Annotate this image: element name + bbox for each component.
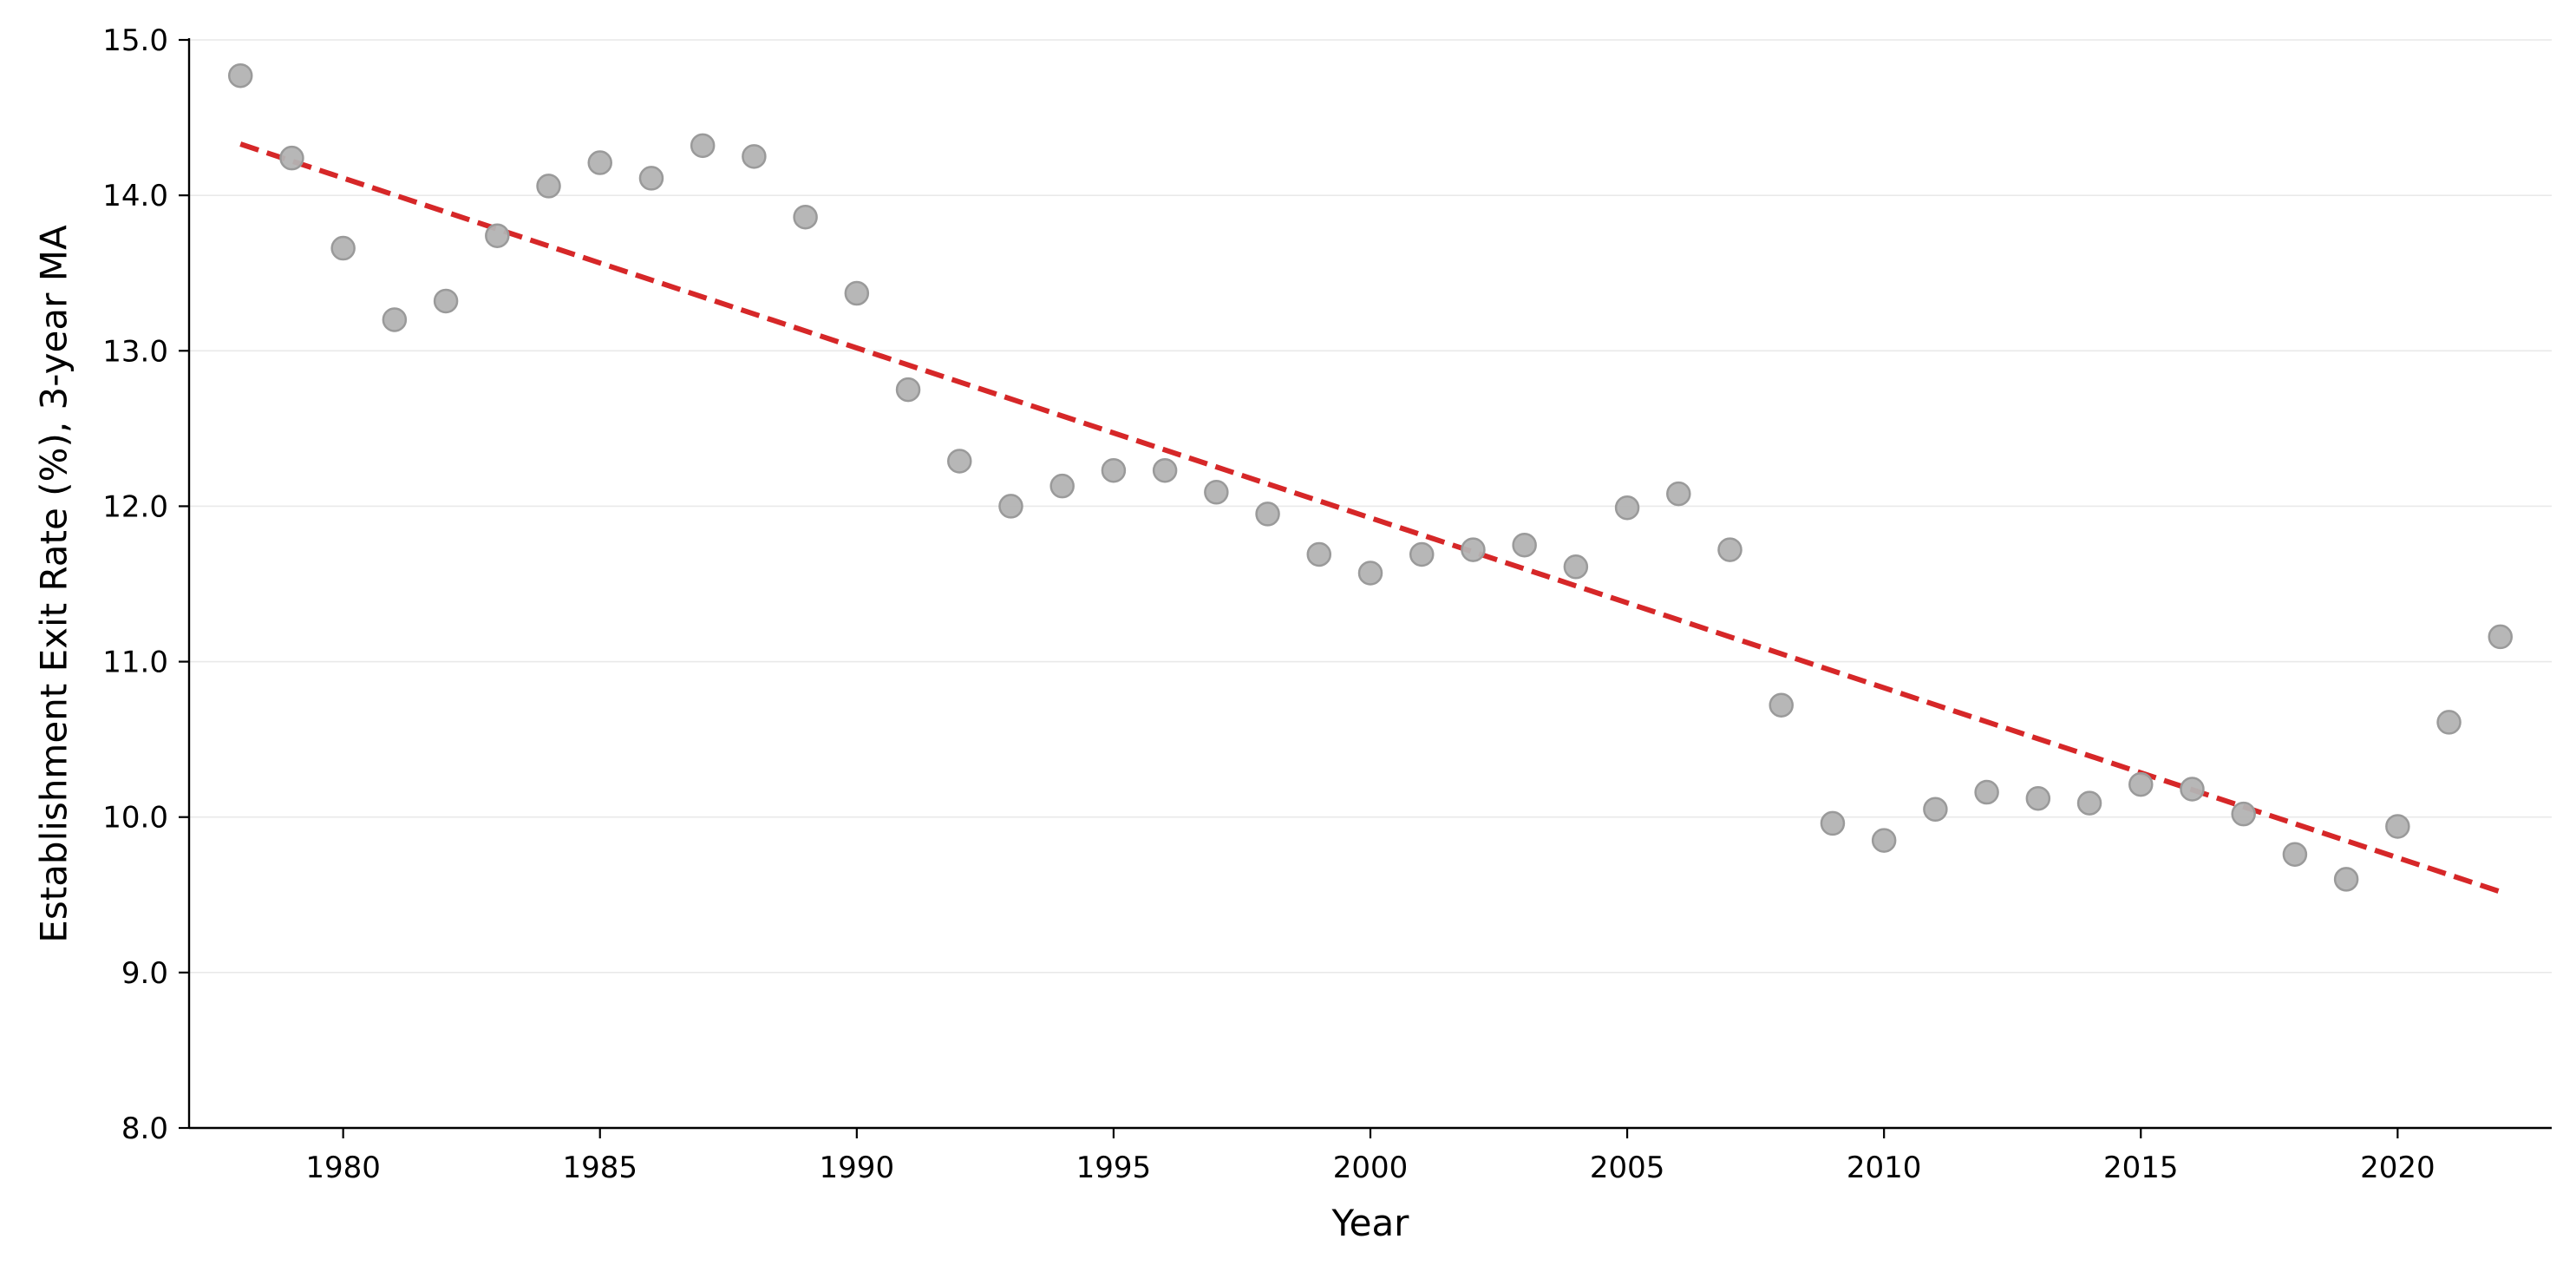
data-point	[587, 150, 612, 175]
data-point	[638, 166, 664, 191]
data-point	[2076, 790, 2102, 816]
data-point	[1717, 537, 1742, 562]
gridlines	[189, 39, 2552, 974]
data-point	[1871, 828, 1897, 853]
data-point	[998, 494, 1023, 519]
data-point	[2385, 814, 2410, 839]
data-point	[1306, 541, 1332, 567]
y-axis-title: Establishment Exit Rate (%), 3-year MA	[33, 225, 75, 943]
x-tick-label: 2020	[2360, 1151, 2435, 1185]
data-point	[1152, 457, 1178, 483]
data-point	[2436, 710, 2462, 735]
data-point	[844, 280, 870, 306]
y-tick-label: 10.0	[102, 801, 168, 836]
data-point	[1461, 537, 1486, 562]
data-point	[382, 307, 408, 332]
y-tick-label: 11.0	[102, 646, 168, 680]
trend-line	[239, 141, 2501, 895]
data-point	[947, 449, 972, 474]
data-points	[227, 62, 2514, 892]
data-point	[1512, 532, 1537, 558]
data-point	[1614, 495, 1640, 521]
x-tick-label: 1990	[820, 1151, 895, 1185]
data-point	[2282, 842, 2308, 867]
data-point	[330, 235, 356, 261]
data-point	[2025, 785, 2051, 811]
data-point	[2180, 777, 2205, 802]
data-point	[1409, 541, 1435, 567]
data-point	[793, 204, 818, 230]
data-point	[2128, 771, 2154, 797]
data-point	[433, 288, 459, 314]
data-point	[2488, 624, 2514, 650]
x-axis-title: Year	[1331, 1202, 1410, 1244]
data-point	[742, 144, 767, 169]
y-tick-label: 8.0	[121, 1111, 168, 1146]
data-point	[536, 174, 561, 199]
data-point	[2333, 867, 2359, 892]
x-tick-label: 1980	[305, 1151, 381, 1185]
x-tick-label: 2010	[1847, 1151, 1922, 1185]
y-axis-ticks: 8.0 9.0 10.0 11.0 12.0 13.0 14.0 15.0	[102, 23, 189, 1146]
y-tick-label: 13.0	[102, 334, 168, 369]
x-tick-label: 2000	[1333, 1151, 1409, 1185]
x-tick-label: 2005	[1590, 1151, 1665, 1185]
x-tick-label: 1995	[1076, 1151, 1152, 1185]
data-point	[1666, 481, 1691, 507]
y-tick-label: 14.0	[102, 179, 168, 213]
data-point	[1049, 473, 1075, 499]
data-point	[895, 377, 921, 403]
data-point	[1923, 797, 1948, 823]
y-tick-label: 9.0	[121, 956, 168, 991]
trendline-group	[239, 141, 2501, 895]
data-point	[1357, 561, 1383, 586]
x-axis-ticks: 1980 1985 1990 1995 2000 2005 2010 2015 2020	[305, 1128, 2435, 1185]
data-point	[2231, 801, 2256, 827]
data-point	[1769, 692, 1794, 718]
x-tick-label: 2015	[2103, 1151, 2179, 1185]
data-point	[1101, 457, 1127, 483]
data-point	[1974, 779, 1999, 805]
y-tick-label: 12.0	[102, 489, 168, 524]
data-point	[1563, 554, 1589, 580]
data-point	[690, 133, 716, 159]
data-point	[1820, 810, 1846, 836]
y-tick-label: 15.0	[102, 23, 168, 58]
data-point	[1255, 502, 1280, 527]
x-tick-label: 1985	[562, 1151, 637, 1185]
data-point	[1204, 480, 1229, 505]
data-point	[227, 62, 253, 89]
data-point	[279, 145, 304, 171]
data-point	[485, 223, 510, 248]
